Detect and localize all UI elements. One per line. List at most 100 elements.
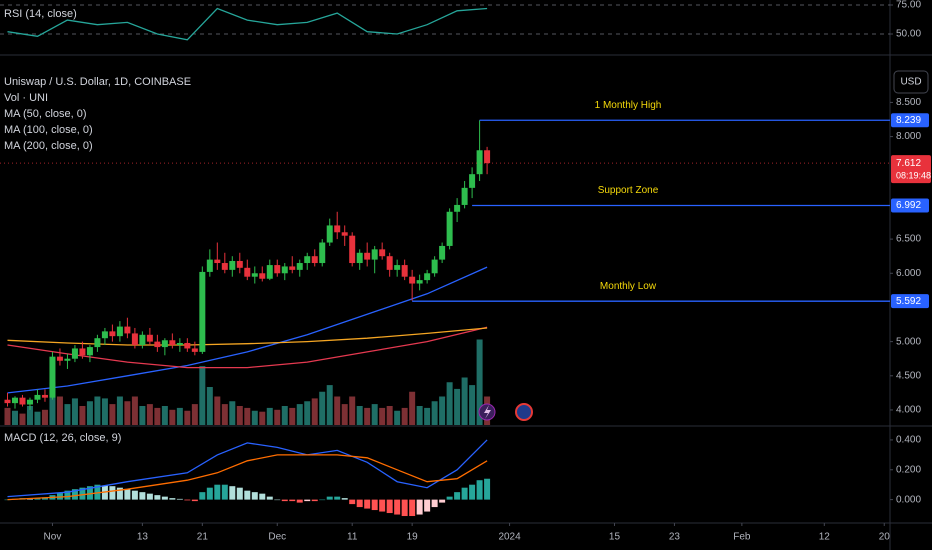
currency[interactable]: USD	[900, 77, 921, 88]
volume-bar	[49, 382, 56, 425]
volume-bar	[274, 409, 281, 425]
countdown: 08:19:48	[896, 170, 931, 180]
candle-body	[221, 263, 228, 270]
candle-body	[101, 331, 108, 339]
candle-body	[341, 232, 348, 236]
x-tick-label: 11	[347, 532, 358, 543]
x-tick-label: 23	[669, 532, 681, 543]
candle-body	[79, 348, 86, 356]
volume-bar	[41, 409, 48, 425]
histogram-bar	[394, 499, 401, 515]
volume-bar	[214, 396, 221, 425]
candle-body	[469, 174, 476, 188]
histogram-bar	[409, 499, 416, 517]
candle-body	[236, 260, 243, 268]
y-tick-label: 8.500	[896, 97, 921, 108]
candle-body	[409, 276, 416, 284]
volume-bar	[131, 396, 138, 425]
volume-bar	[386, 406, 393, 425]
volume-bar	[71, 398, 78, 425]
candle-body	[386, 256, 393, 270]
histogram-bar	[34, 498, 41, 500]
candle-body	[484, 150, 491, 164]
volume-bar	[26, 406, 33, 425]
volume-bar	[34, 411, 41, 425]
histogram-bar	[454, 492, 461, 500]
y-tick-label: 6.500	[896, 234, 921, 245]
candle-body	[86, 347, 93, 356]
y-tick-label: 4.000	[896, 405, 921, 416]
y-tick-label: 0.200	[896, 464, 921, 475]
level-label: 1 Monthly High	[595, 100, 662, 111]
volume-bar	[169, 409, 176, 425]
volume-bar	[184, 410, 191, 425]
candle-body	[161, 340, 168, 348]
currency-button[interactable]	[893, 70, 929, 94]
volume-bar	[266, 407, 273, 425]
histogram-bar	[431, 499, 438, 508]
economic-event-icon[interactable]	[515, 403, 533, 421]
x-tick-label: 19	[407, 532, 419, 543]
level-badge	[891, 113, 929, 128]
histogram-bar	[304, 499, 311, 502]
ma-legend: MA (200, close, 0)	[4, 140, 93, 152]
candle-body	[371, 249, 378, 260]
histogram-bar	[56, 492, 63, 500]
price-title: Uniswap / U.S. Dollar, 1D, COINBASE	[4, 76, 191, 88]
volume-bar	[146, 404, 153, 425]
volume-bar	[176, 407, 183, 425]
level-price: 6.992	[896, 200, 921, 211]
y-tick-label: 75.00	[896, 0, 921, 11]
volume-bar	[229, 401, 236, 425]
candle-body	[56, 356, 63, 361]
candle-body	[251, 273, 258, 277]
ma-legend: MA (100, close, 0)	[4, 124, 93, 136]
candle-body	[416, 280, 423, 284]
event-icon-bolt	[484, 405, 491, 419]
x-tick-label: 13	[137, 532, 149, 543]
histogram-bar	[259, 493, 266, 500]
candle-body	[431, 259, 438, 274]
x-tick-label: 15	[609, 532, 621, 543]
level-price: 8.239	[896, 115, 921, 126]
candle-body	[139, 334, 146, 346]
volume-bar	[311, 398, 318, 425]
candle-body	[281, 266, 288, 274]
plot: 1 Monthly High Support Zone Monthly Low	[0, 4, 890, 517]
candle-body	[266, 265, 273, 279]
histogram-bar	[274, 499, 281, 501]
last-price: 7.612	[896, 158, 921, 169]
volume-bar	[11, 410, 18, 425]
volume-bar	[251, 410, 258, 425]
histogram-bar	[311, 499, 318, 502]
x-tick-label: 21	[197, 532, 209, 543]
candle-body	[176, 342, 183, 346]
volume-bar	[191, 404, 198, 425]
histogram-bar	[401, 499, 408, 517]
volume-bar	[296, 404, 303, 425]
candle-body	[379, 249, 386, 257]
volume-bar	[101, 398, 108, 425]
histogram-bar	[41, 497, 48, 500]
candle-body	[259, 273, 266, 279]
candle-body	[461, 187, 468, 205]
x-tick-label: 20	[879, 532, 891, 543]
candle-body	[41, 394, 48, 398]
candle-body	[116, 326, 123, 337]
histogram-bar	[461, 487, 468, 500]
y-tick-label: 0.000	[896, 494, 921, 505]
histogram-bar	[379, 499, 386, 512]
histogram-bar	[176, 498, 183, 500]
histogram-bar	[484, 478, 491, 500]
macd-title: MACD (12, 26, close, 9)	[4, 432, 121, 444]
candle-body	[424, 273, 431, 281]
histogram-bar	[131, 490, 138, 500]
volume-bar	[116, 396, 123, 425]
histogram-bar	[191, 499, 198, 502]
candle-body	[334, 225, 341, 233]
line-series	[7, 266, 488, 394]
line-series	[7, 454, 488, 501]
candle-body	[326, 225, 333, 243]
volume-bar	[56, 396, 63, 425]
